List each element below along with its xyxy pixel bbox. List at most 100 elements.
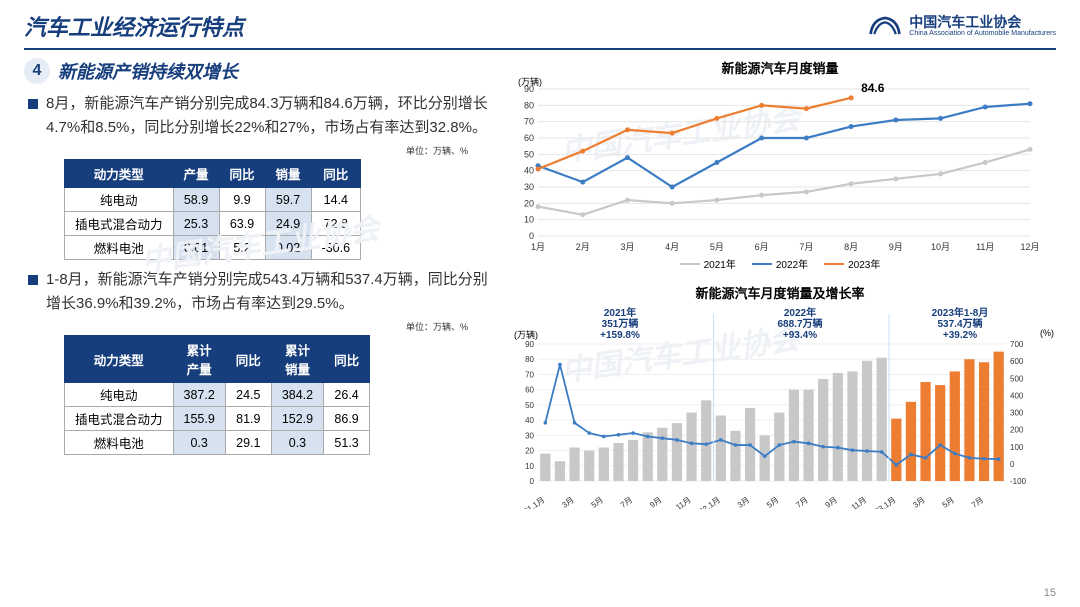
monthly-table: 动力类型产量同比销量同比纯电动58.99.959.714.4插电式混合动力25.… <box>64 159 361 260</box>
svg-text:4月: 4月 <box>665 242 679 252</box>
svg-text:-100: -100 <box>1010 477 1027 486</box>
svg-text:7月: 7月 <box>619 495 634 509</box>
svg-text:300: 300 <box>1010 409 1024 418</box>
table-cell: 纯电动 <box>65 188 174 212</box>
svg-text:2023.1月: 2023.1月 <box>866 495 898 509</box>
table-unit-label: 单位：万辆、% <box>24 320 468 333</box>
table-cell: 387.2 <box>173 383 225 407</box>
table-header: 产量 <box>173 160 219 188</box>
svg-text:3月: 3月 <box>560 495 575 509</box>
table-header: 动力类型 <box>65 336 174 383</box>
table-cell: 纯电动 <box>65 383 174 407</box>
legend-item: 2022年 <box>752 256 808 271</box>
bullet-icon <box>28 99 38 109</box>
legend-item: 2021年 <box>680 256 736 271</box>
table-header: 同比 <box>324 336 370 383</box>
svg-text:351万辆: 351万辆 <box>602 317 639 330</box>
table-cell: 86.9 <box>324 407 370 431</box>
chart-title: 新能源汽车月度销量 <box>500 58 1060 77</box>
svg-text:8月: 8月 <box>844 242 858 252</box>
table-cell: 24.9 <box>265 212 311 236</box>
svg-text:2023年1-8月: 2023年1-8月 <box>932 306 989 319</box>
y-axis-unit-left: (万辆) <box>514 328 538 341</box>
svg-text:+159.8%: +159.8% <box>600 330 640 341</box>
table-cell: 59.7 <box>265 188 311 212</box>
svg-text:70: 70 <box>524 117 534 127</box>
svg-text:5月: 5月 <box>710 242 724 252</box>
svg-text:20: 20 <box>524 198 534 208</box>
y-axis-unit-right: (%) <box>1040 328 1054 338</box>
svg-text:+39.2%: +39.2% <box>943 330 977 341</box>
svg-text:90: 90 <box>525 340 534 349</box>
svg-text:60: 60 <box>525 386 534 395</box>
table-cell: -30.6 <box>311 236 361 260</box>
bullet-text: 8月，新能源汽车产销分别完成84.3万辆和84.6万辆，环比分别增长4.7%和8… <box>46 92 492 140</box>
page-title: 汽车工业经济运行特点 <box>24 10 244 42</box>
table-unit-label: 单位：万辆、% <box>24 144 468 157</box>
svg-text:7月: 7月 <box>970 495 985 509</box>
svg-text:5月: 5月 <box>765 495 780 509</box>
svg-text:40: 40 <box>524 166 534 176</box>
table-cell: 81.9 <box>225 407 271 431</box>
svg-text:1月: 1月 <box>531 242 545 252</box>
svg-text:400: 400 <box>1010 391 1024 400</box>
svg-text:+93.4%: +93.4% <box>783 330 817 341</box>
table-cell: 燃料电池 <box>65 431 174 455</box>
svg-text:3月: 3月 <box>911 495 926 509</box>
table-cell: 插电式混合动力 <box>65 212 174 236</box>
chart-title: 新能源汽车月度销量及增长率 <box>500 283 1060 302</box>
svg-text:7月: 7月 <box>799 242 813 252</box>
table-header: 动力类型 <box>65 160 174 188</box>
caam-logo-icon <box>867 12 903 40</box>
svg-text:30: 30 <box>525 431 534 440</box>
table-header: 同比 <box>311 160 361 188</box>
svg-text:600: 600 <box>1010 357 1024 366</box>
svg-text:5月: 5月 <box>590 495 605 509</box>
sales-growth-chart: 新能源汽车月度销量及增长率 (万辆) (%) 01020304050607080… <box>500 283 1060 509</box>
svg-text:500: 500 <box>1010 374 1024 383</box>
svg-text:80: 80 <box>524 100 534 110</box>
svg-text:200: 200 <box>1010 426 1024 435</box>
table-cell: 58.9 <box>173 188 219 212</box>
svg-text:80: 80 <box>525 355 534 364</box>
section-title: 新能源产销持续双增长 <box>58 58 238 84</box>
svg-text:2月: 2月 <box>576 242 590 252</box>
ytd-table: 动力类型累计产量同比累计销量同比纯电动387.224.5384.226.4插电式… <box>64 335 370 455</box>
table-header: 累计产量 <box>173 336 225 383</box>
table-cell: 25.3 <box>173 212 219 236</box>
legend-item: 2023年 <box>824 256 880 271</box>
svg-text:11月: 11月 <box>976 242 994 252</box>
svg-text:40: 40 <box>525 416 534 425</box>
svg-text:10: 10 <box>524 215 534 225</box>
y-axis-unit: (万辆) <box>518 75 542 88</box>
bullet-icon <box>28 275 38 285</box>
svg-text:30: 30 <box>524 182 534 192</box>
section-heading: 4 新能源产销持续双增长 <box>24 58 492 84</box>
svg-text:2021年: 2021年 <box>604 306 636 319</box>
table-cell: 51.3 <box>324 431 370 455</box>
svg-text:84.6: 84.6 <box>861 81 885 95</box>
svg-text:9月: 9月 <box>889 242 903 252</box>
svg-text:20: 20 <box>525 447 534 456</box>
svg-text:9月: 9月 <box>824 495 839 509</box>
table-cell: 152.9 <box>271 407 323 431</box>
svg-text:0: 0 <box>530 477 535 486</box>
table-cell: 63.9 <box>219 212 265 236</box>
table-cell: 燃料电池 <box>65 236 174 260</box>
table-cell: 26.4 <box>324 383 370 407</box>
table-cell: 384.2 <box>271 383 323 407</box>
table-cell: 0.01 <box>173 236 219 260</box>
page-number: 15 <box>1044 587 1056 599</box>
combo-chart: 0102030405060708090-10001002003004005006… <box>500 304 1040 509</box>
svg-text:0: 0 <box>529 231 534 241</box>
svg-text:100: 100 <box>1010 443 1024 452</box>
svg-text:10月: 10月 <box>931 242 950 252</box>
table-header: 销量 <box>265 160 311 188</box>
svg-text:11月: 11月 <box>850 495 869 509</box>
svg-text:537.4万辆: 537.4万辆 <box>937 317 982 330</box>
table-cell: 0.3 <box>271 431 323 455</box>
svg-text:2021.1月: 2021.1月 <box>515 495 547 509</box>
monthly-sales-chart: 新能源汽车月度销量 (万辆) 01020304050607080901月2月3月… <box>500 58 1060 271</box>
svg-text:0: 0 <box>1010 460 1015 469</box>
bullet-text: 1-8月，新能源汽车产销分别完成543.4万辆和537.4万辆，同比分别增长36… <box>46 268 492 316</box>
